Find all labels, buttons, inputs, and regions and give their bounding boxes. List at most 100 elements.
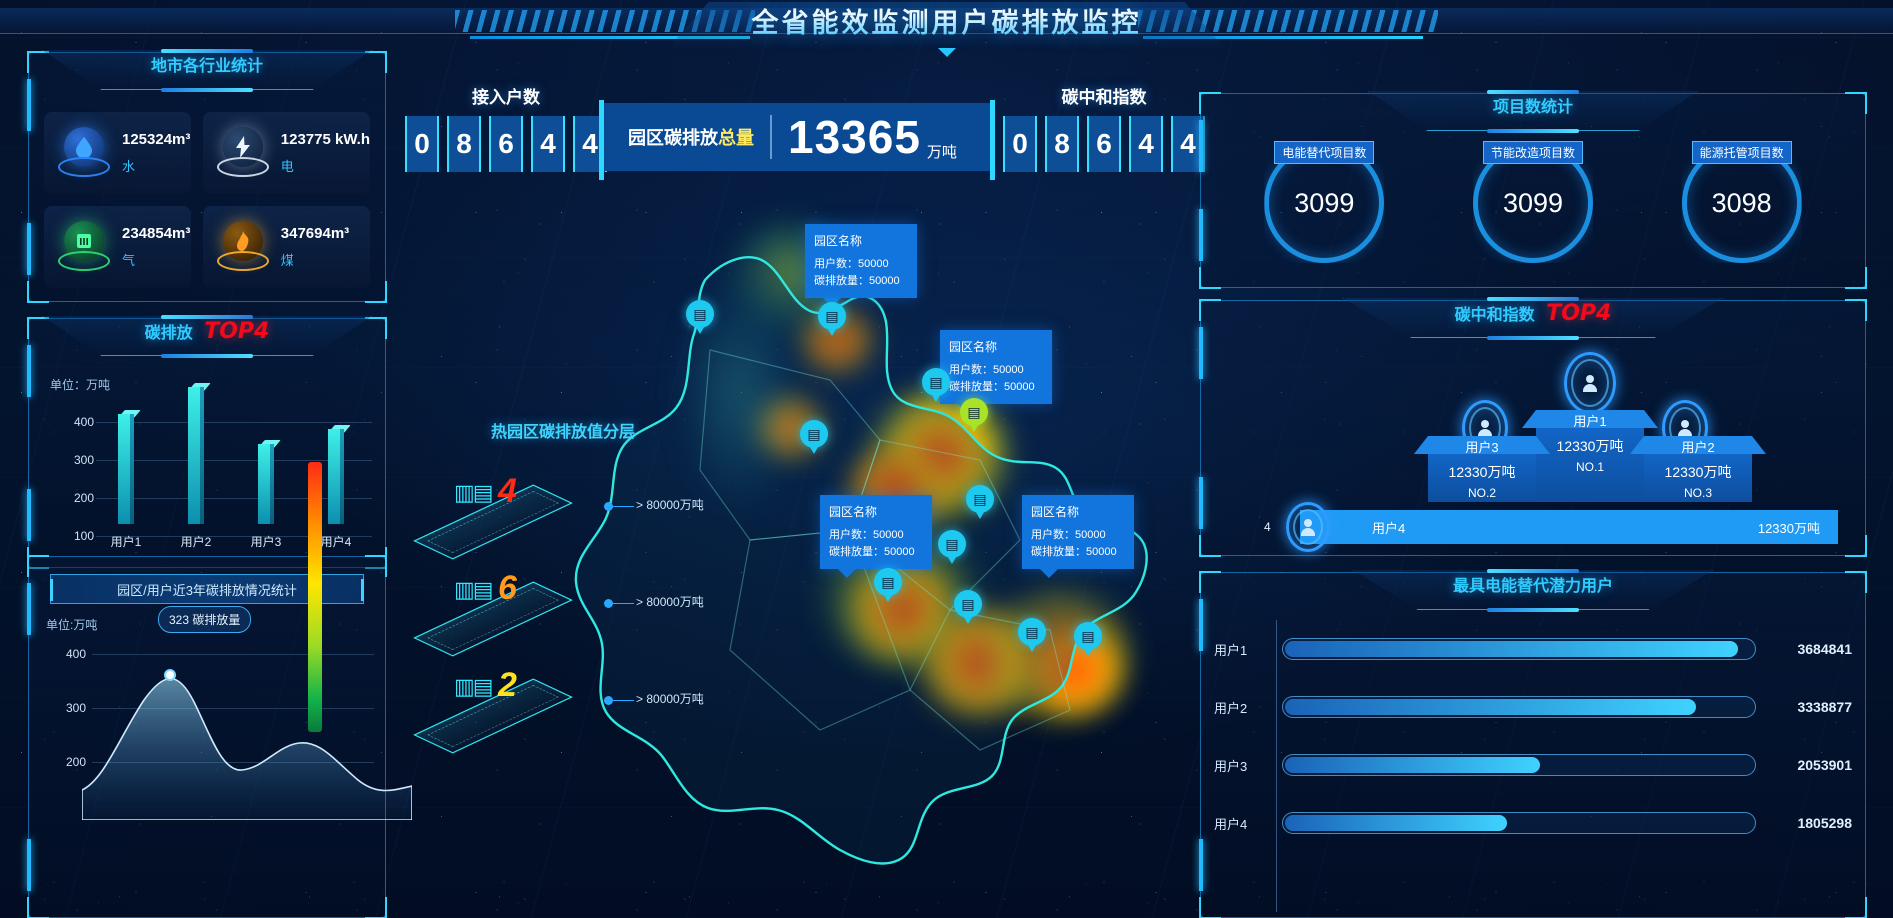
map-marker-building[interactable]: ▤ (938, 530, 966, 568)
project-ring-energy-hosting[interactable]: 能源托管项目数 3098 (1681, 141, 1802, 263)
map-marker-building[interactable]: ▤ (800, 420, 828, 458)
potential-row-1-value: 3684841 (1797, 641, 1852, 657)
potential-panel-header: 最具电能替代潜力用户 (1353, 569, 1713, 614)
podium-rank2[interactable]: 用户3 12330万吨 NO.2 (1428, 452, 1536, 502)
top4-panel-title: 碳中和指数 (1454, 305, 1535, 324)
project-panel-title: 项目数统计 (1492, 97, 1573, 116)
water-drop-icon (56, 125, 112, 181)
industry-card-gas[interactable]: 234854m³ 气 (44, 206, 191, 288)
gas-value: 234854m³ (122, 225, 191, 242)
carbon-neutral-index-counter: 碳中和指数 0 8 6 4 4 (1003, 83, 1205, 172)
potential-row-2-name: 用户2 (1214, 700, 1248, 716)
bars-panel-header: 碳排放 TOP4 (42, 315, 372, 360)
podium-rank3-rank: NO.3 (1683, 486, 1712, 500)
park-tooltip-emission: 碳排放量：50000 (829, 545, 915, 558)
y-tick-100: 100 (73, 529, 94, 543)
park-tooltip-emission: 碳排放量：50000 (1031, 545, 1117, 558)
heat-layer-1[interactable]: ▥▤ 4 > 80000万吨 (408, 472, 704, 560)
connected-users-title: 接入户数 (472, 88, 540, 108)
project-ring-caption: 节能改造项目数 (1482, 141, 1583, 164)
potential-row-1[interactable]: 用户1 3684841 (1214, 630, 1852, 668)
potential-row-3-name: 用户3 (1214, 758, 1248, 774)
heat-layer-2[interactable]: ▥▤ 6 > 80000万吨 (408, 569, 704, 657)
map-marker-building[interactable]: ▤ (1018, 618, 1046, 656)
map-marker-building-green[interactable]: ▤ (960, 398, 988, 436)
title-caret-icon (937, 48, 956, 57)
podium-rank2-name: 用户3 (1465, 440, 1499, 455)
potential-row-4[interactable]: 用户4 1805298 (1214, 804, 1852, 842)
park-tooltip-1: 园区名称 用户数：50000 碳排放量：50000 (805, 224, 917, 307)
project-statistics-panel: 项目数统计 电能替代项目数 3099 节能改造项目数 3099 能源托管项目数 … (1199, 90, 1867, 289)
heat-layer-3-threshold: > 80000万吨 (636, 692, 704, 706)
bars-panel-top4-badge: TOP4 (204, 319, 270, 344)
map-marker-building[interactable]: ▤ (922, 368, 950, 406)
podium-rank4-row[interactable]: 4 用户4 12330万吨 (1264, 502, 1838, 552)
industry-panel-header: 地市各行业统计 (42, 49, 372, 94)
map-marker-building[interactable]: ▤ (874, 568, 902, 606)
heat-layer-2-threshold: > 80000万吨 (636, 595, 704, 609)
project-ring-value: 3099 (1294, 187, 1355, 218)
potential-row-3-value: 2053901 (1797, 757, 1852, 773)
building-icon: ▥▤ (454, 480, 494, 505)
podium-rank1-name: 用户1 (1573, 414, 1607, 429)
total-emission-label-highlight: 总量 (718, 128, 754, 149)
potential-panel-title: 最具电能替代潜力用户 (1452, 576, 1613, 595)
industry-statistics-panel: 地市各行业统计 125324m³ 水 (27, 49, 387, 303)
area-series (82, 669, 412, 820)
map-marker-building[interactable]: ▤ (954, 590, 982, 628)
potential-row-2[interactable]: 用户2 3338877 (1214, 688, 1852, 726)
bar-user3[interactable]: 用户3 (251, 440, 281, 549)
park-tooltip-emission: 碳排放量：50000 (949, 380, 1035, 393)
industry-card-electricity[interactable]: 123775 kW.h 电 (202, 112, 370, 194)
map-marker-building[interactable]: ▤ (966, 485, 994, 523)
coal-label: 煤 (280, 253, 294, 268)
y-tick-400: 400 (73, 415, 94, 429)
layer-plate (413, 484, 573, 560)
total-emission-label: 园区碳排放总量 (606, 124, 754, 150)
top4-panel-header: 碳中和指数 TOP4 (1343, 297, 1723, 342)
podium-rank1[interactable]: 用户1 12330万吨 NO.1 (1536, 426, 1644, 502)
area-y-tick-400: 400 (65, 647, 86, 661)
total-emission-unit: 万吨 (926, 144, 957, 161)
map-marker-building[interactable]: ▤ (1074, 622, 1102, 660)
heat-layer-3-count: 2 (498, 666, 517, 704)
podium-rank4-value: 12330万吨 (1757, 520, 1820, 536)
park-tooltip-users: 用户数：50000 (1031, 528, 1106, 541)
bar-chart: 400 300 200 100 用户1 用户2 用户3 (44, 383, 376, 549)
park-tooltip-title: 园区名称 (814, 234, 863, 248)
map-marker-building[interactable]: ▤ (686, 300, 714, 338)
industry-card-coal[interactable]: 347694m³ 煤 (202, 206, 370, 288)
bars-unit-label: 单位：万吨 (50, 378, 111, 392)
industry-card-grid: 125324m³ 水 123775 kW.h 电 (44, 112, 370, 288)
podium-rank3-name: 用户2 (1681, 440, 1715, 455)
heat-layer-legend-title: 热园区碳排放值分层 (490, 422, 635, 441)
divider (770, 115, 772, 159)
heat-layer-3[interactable]: ▥▤ 2 > 80000万吨 (408, 666, 704, 754)
podium-rank4-index: 4 (1264, 520, 1271, 534)
potential-row-1-track (1282, 638, 1756, 660)
carbon-emission-top4-panel: 碳排放 TOP4 单位：万吨 400 300 200 100 用户1 (27, 315, 387, 569)
park-tooltip-4: 园区名称 用户数：50000 碳排放量：50000 (1022, 495, 1134, 578)
bar-label-user3: 用户3 (250, 535, 282, 549)
project-ring-energy-saving[interactable]: 节能改造项目数 3099 (1472, 141, 1593, 263)
project-ring-electric-substitution[interactable]: 电能替代项目数 3099 (1264, 141, 1385, 263)
map-marker-building[interactable]: ▤ (818, 302, 846, 340)
gas-label: 气 (122, 253, 136, 268)
potential-row-3-track (1282, 754, 1756, 776)
bars-panel-title: 碳排放 (144, 323, 193, 342)
industry-card-water[interactable]: 125324m³ 水 (44, 112, 191, 194)
area-y-tick-300: 300 (65, 701, 86, 715)
three-year-unit-label: 单位:万吨 (46, 618, 98, 632)
podium-rank3[interactable]: 用户2 12330万吨 NO.3 (1644, 452, 1752, 502)
connected-users-digits: 0 8 6 4 4 (405, 116, 607, 172)
area-y-tick-200: 200 (65, 755, 86, 769)
potential-row-3[interactable]: 用户3 2053901 (1214, 746, 1852, 784)
park-tooltip-title: 园区名称 (829, 505, 878, 519)
bar-user1[interactable]: 用户1 (111, 410, 141, 549)
bar-label-user1: 用户1 (110, 535, 142, 549)
carbon-neutral-index-title: 碳中和指数 (1061, 88, 1147, 108)
bar-user2[interactable]: 用户2 (181, 383, 211, 549)
project-panel-header: 项目数统计 (1368, 90, 1698, 135)
bar-user4[interactable]: 用户4 (321, 425, 351, 549)
park-tooltip-emission: 碳排放量：50000 (814, 274, 900, 287)
